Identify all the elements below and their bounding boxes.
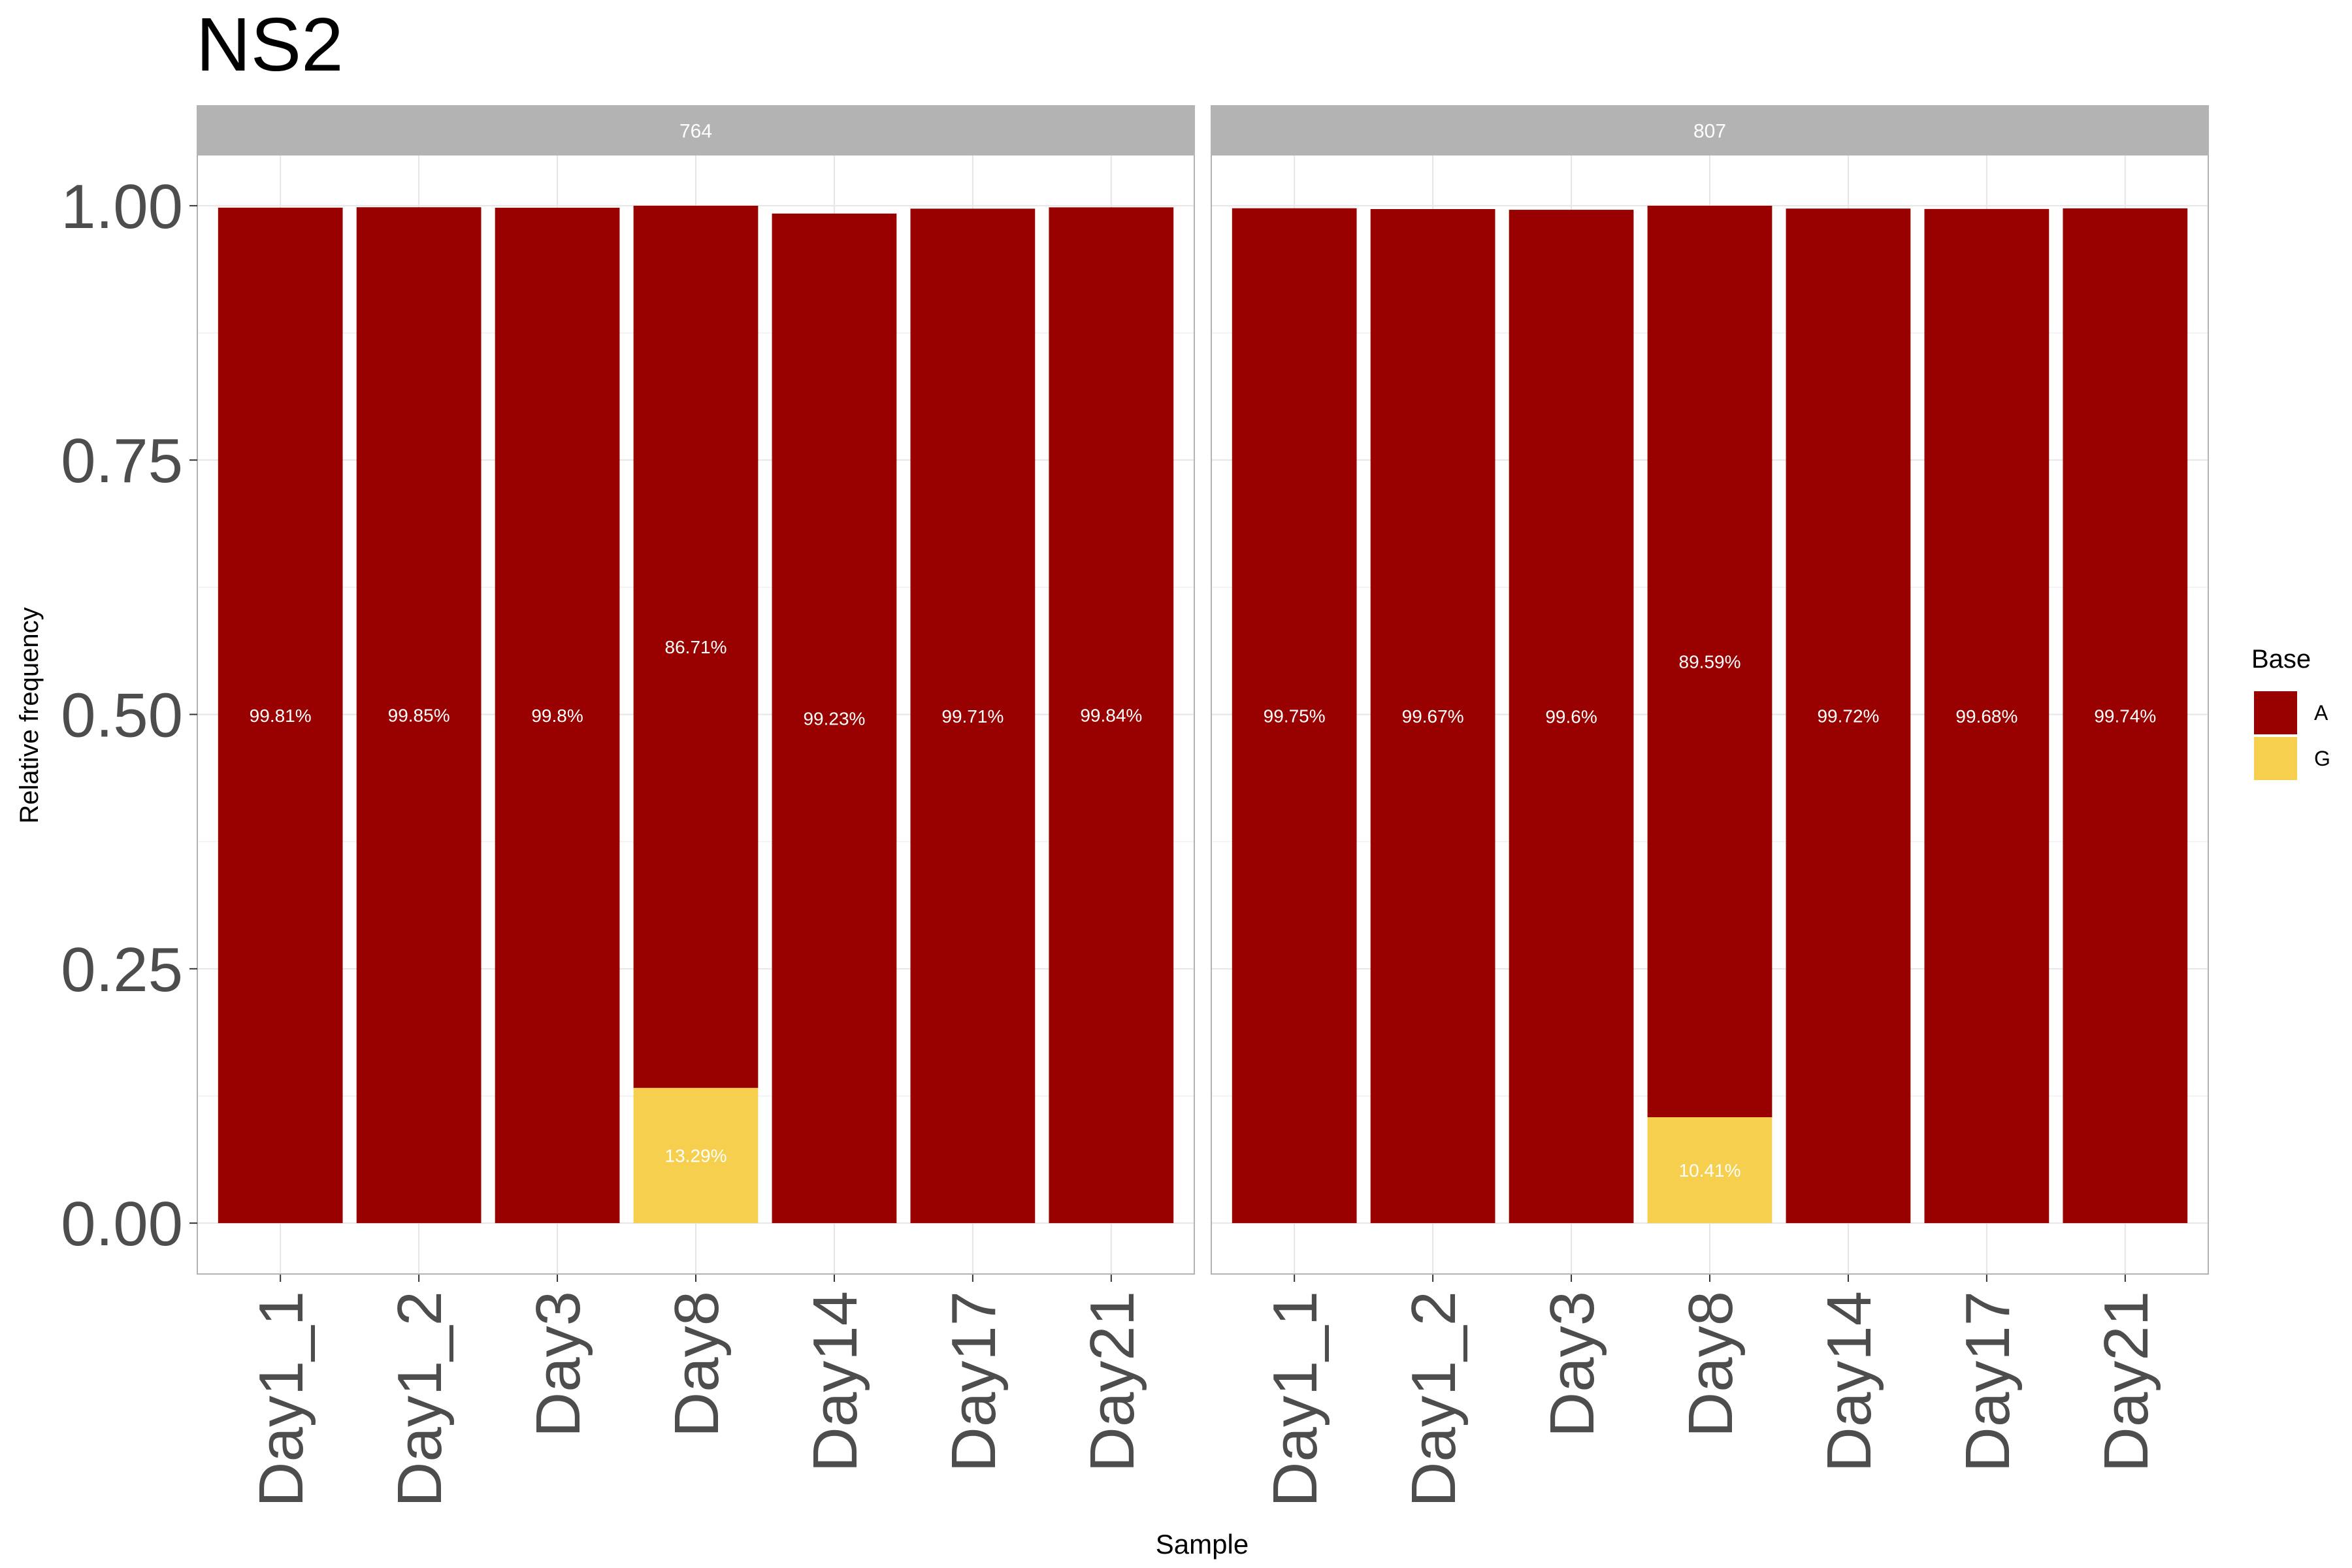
- legend-key-G: [2254, 737, 2297, 780]
- bar-A-Day21: [1049, 207, 1174, 1224]
- data-label-A: 99.72%: [1817, 706, 1879, 727]
- facet-strip: [1211, 105, 2209, 155]
- bar-A-Day14: [1786, 208, 1911, 1224]
- data-label-A: 99.74%: [2094, 706, 2156, 727]
- x-axis-label: Sample: [1156, 1529, 1249, 1560]
- bar-A-Day21: [2063, 208, 2188, 1224]
- x-tick-label: Day8: [1676, 1291, 1746, 1437]
- data-label-A: 89.59%: [1679, 651, 1741, 672]
- facet-strip-label: 764: [679, 121, 712, 142]
- x-tick-label: Day1_1: [1260, 1291, 1330, 1507]
- bar-A-Day17: [910, 208, 1036, 1224]
- data-label-A: 86.71%: [665, 637, 727, 657]
- bar-A-Day1_1: [218, 207, 343, 1224]
- x-tick-label: Day21: [2091, 1291, 2161, 1473]
- data-label-A: 99.81%: [250, 706, 312, 726]
- y-axis: 0.00 0.25 0.50 0.75 1.00: [61, 172, 197, 1259]
- data-label-A: 99.85%: [388, 706, 450, 726]
- x-tick-label: Day8: [662, 1291, 732, 1437]
- x-tick-label: Day17: [1953, 1291, 2023, 1473]
- facet-strip-label: 807: [1693, 121, 1726, 142]
- facet-panel-807: 99.75% Day1_1 99.67% Day1_2 99.6% Day3 89.59% 1…: [1211, 105, 2209, 1507]
- y-axis-label: Relative frequency: [15, 607, 44, 823]
- bar-A-Day17: [1924, 208, 2050, 1224]
- legend-label-G: G: [2314, 747, 2330, 770]
- data-label-A: 99.75%: [1264, 706, 1326, 726]
- data-label-A: 99.84%: [1080, 706, 1142, 726]
- bar-A-Day3: [495, 207, 620, 1224]
- y-tick-label: 0.50: [61, 681, 183, 751]
- bar-A-Day1_2: [1370, 209, 1495, 1224]
- x-tick-label: Day1_2: [385, 1291, 455, 1507]
- bar-A-Day1_2: [356, 207, 482, 1224]
- data-label-A: 99.71%: [941, 706, 1004, 727]
- x-tick-label: Day3: [523, 1291, 593, 1437]
- chart-title: NS2: [196, 2, 344, 87]
- x-tick-label: Day3: [1537, 1291, 1607, 1437]
- x-tick-label: Day1_2: [1399, 1291, 1469, 1507]
- data-label-A: 99.8%: [531, 706, 583, 726]
- data-label-G: 10.41%: [1679, 1160, 1741, 1181]
- x-tick-label: Day14: [800, 1291, 870, 1473]
- bar-A-Day8: [633, 205, 759, 1088]
- facet-panel-764: 99.81% Day1_1 99.85% Day1_2 99.8% Day3 86.71% 1…: [197, 105, 1195, 1507]
- x-tick-label: Day21: [1077, 1291, 1147, 1473]
- bar-A-Day3: [1509, 210, 1634, 1224]
- x-tick-label: Day17: [939, 1291, 1009, 1473]
- y-tick-label: 1.00: [61, 172, 183, 242]
- data-label-A: 99.68%: [1955, 706, 2017, 727]
- bar-G-Day8: [633, 1088, 759, 1224]
- data-label-G: 13.29%: [665, 1146, 727, 1166]
- legend: Base AG: [2251, 645, 2330, 780]
- x-tick-label: Day14: [1814, 1291, 1884, 1473]
- legend-title: Base: [2251, 645, 2311, 674]
- bar-A-Day1_1: [1232, 208, 1357, 1224]
- bar-A-Day14: [772, 213, 897, 1224]
- facet-strip: [197, 105, 1195, 155]
- data-label-A: 99.67%: [1402, 706, 1464, 727]
- data-label-A: 99.6%: [1545, 707, 1597, 727]
- x-tick-label: Day1_1: [246, 1291, 316, 1507]
- data-label-A: 99.23%: [803, 708, 865, 728]
- legend-key-A: [2254, 691, 2297, 734]
- y-tick-label: 0.25: [61, 935, 183, 1005]
- bar-G-Day8: [1647, 1117, 1772, 1224]
- facet-panels: 99.81% Day1_1 99.85% Day1_2 99.8% Day3 86.71% 1…: [197, 105, 2209, 1507]
- y-tick-label: 0.75: [61, 426, 183, 496]
- bar-A-Day8: [1647, 205, 1772, 1118]
- y-tick-label: 0.00: [61, 1189, 183, 1259]
- legend-label-A: A: [2314, 701, 2328, 725]
